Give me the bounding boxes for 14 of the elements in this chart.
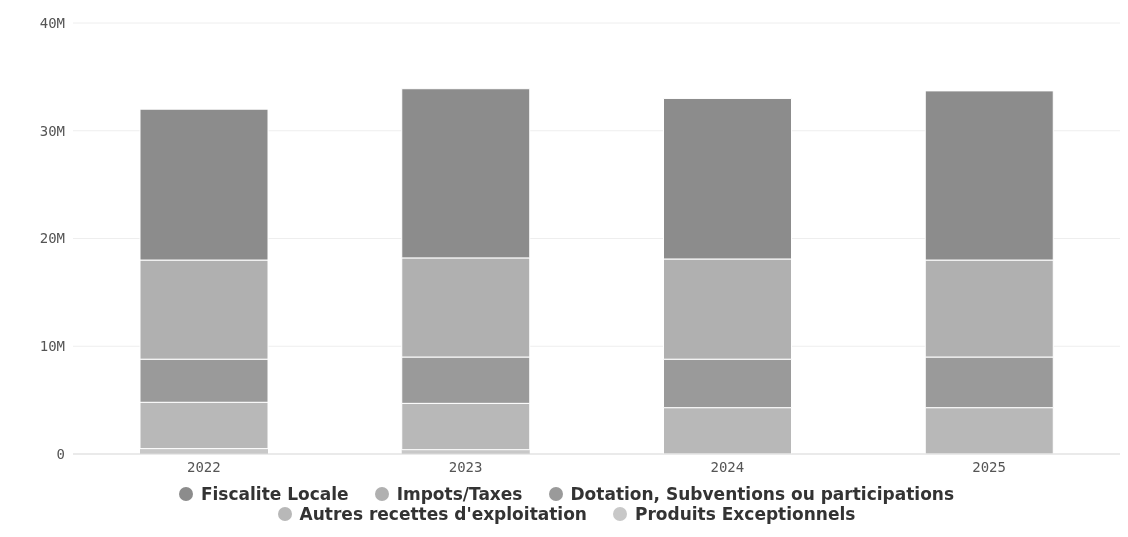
x-tick-label: 2022	[187, 458, 221, 475]
legend-label: Fiscalite Locale	[199, 484, 349, 504]
legend-label: Autres recettes d'exploitation	[298, 504, 587, 524]
legend-label: Produits Exceptionnels	[633, 504, 856, 524]
legend-label: Impots/Taxes	[395, 484, 523, 504]
x-tick-label: 2024	[710, 458, 745, 475]
y-tick-label: 0	[56, 445, 65, 462]
legend-label: Dotation, Subventions ou participations	[569, 484, 955, 504]
y-tick-label: 10M	[39, 338, 65, 355]
y-tick-label: 30M	[39, 122, 65, 139]
x-tick-label: 2023	[448, 458, 483, 475]
x-tick-label: 2025	[972, 458, 1006, 475]
y-tick-label: 20M	[39, 230, 65, 247]
y-tick-label: 40M	[39, 14, 65, 31]
